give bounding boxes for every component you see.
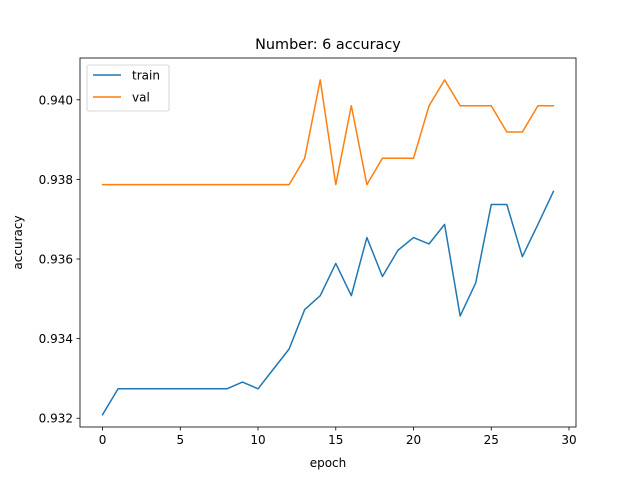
- legend: train val: [86, 64, 170, 112]
- ticks-layer: 0 5 10 15 20 25 30 0.932 0.934 0.936 0.938 0.940: [39, 93, 577, 447]
- y-tick-label: 0.932: [39, 412, 73, 426]
- legend-val-label: val: [132, 91, 150, 105]
- y-tick-label: 0.938: [39, 173, 73, 187]
- plot-frame: [79, 57, 577, 428]
- y-tick-label: 0.934: [39, 332, 73, 346]
- series-layer: [101, 79, 555, 416]
- legend-train-label: train: [132, 69, 160, 83]
- legend-box: [86, 64, 170, 112]
- y-tick-label: 0.936: [39, 253, 73, 267]
- x-tick-label: 10: [250, 433, 265, 447]
- y-tick-label: 0.940: [39, 93, 73, 107]
- x-tick-label: 5: [176, 433, 184, 447]
- chart-title: Number: 6 accuracy: [255, 37, 401, 53]
- x-tick-label: 20: [406, 433, 421, 447]
- x-tick-label: 15: [328, 433, 343, 447]
- series-line-val: [101, 79, 555, 186]
- y-axis-label: accuracy: [11, 215, 25, 269]
- x-tick-label: 25: [484, 433, 499, 447]
- x-tick-label: 30: [561, 433, 576, 447]
- series-line-train: [101, 190, 555, 416]
- x-tick-label: 0: [99, 433, 107, 447]
- x-axis-label: epoch: [310, 456, 347, 470]
